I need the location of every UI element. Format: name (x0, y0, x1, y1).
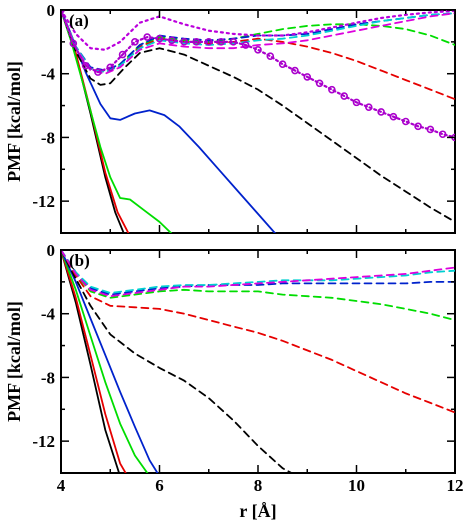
series-group-a (61, 10, 455, 233)
y-tick-label-b--4: -4 (41, 305, 56, 324)
panel-label-b: (b) (69, 251, 90, 270)
y-tick-label-b--8: -8 (41, 368, 55, 387)
series-marker-a-11-12 (204, 38, 213, 46)
series-marker-a-11-2 (81, 61, 90, 70)
panel-b: 4 6 8 10 12 0 -4 -8 -12 (b) PMF [kcal/mol] r [Å] (4, 241, 464, 521)
series-marker-a-11-26 (377, 108, 385, 116)
y-tick-label-b--12: -12 (32, 432, 55, 451)
series-marker-a-11-27 (389, 112, 398, 121)
y-axis-title-b: PMF [kcal/mol] (4, 301, 24, 422)
series-marker-a-11-11 (192, 38, 201, 46)
x-tick-label-b-10: 10 (348, 476, 365, 495)
series-marker-a-11-28 (401, 117, 410, 126)
y-axis-title-a: PMF [kcal/mol] (4, 61, 24, 182)
series-marker-a-11-9 (168, 36, 176, 45)
series-line-a-5 (61, 10, 455, 101)
x-axis-title: r [Å] (239, 501, 276, 521)
series-line-a-3 (61, 10, 277, 233)
y-tick-label-a--4: -4 (41, 65, 56, 84)
series-line-b-5 (61, 250, 455, 414)
series-marker-a-11-14 (229, 38, 238, 46)
series-marker-a-11-30 (426, 125, 435, 134)
ticks-group-a: 0 -4 -8 -12 (32, 1, 456, 234)
series-marker-a-11-25 (365, 103, 373, 111)
series-marker-a-11-31 (438, 130, 447, 139)
panel-label-a: (a) (69, 11, 89, 30)
series-line-a-8 (61, 10, 455, 73)
series-marker-a-11-3 (94, 68, 102, 76)
x-tick-label-b-8: 8 (254, 476, 263, 495)
y-tick-label-a-0: 0 (47, 1, 56, 20)
ticks-group-b: 4 6 8 10 12 0 -4 -8 -12 (32, 241, 463, 495)
series-marker-a-11-19 (291, 66, 299, 75)
series-marker-a-11-1 (69, 39, 78, 48)
series-marker-a-11-17 (266, 52, 275, 60)
series-line-a-10 (61, 10, 455, 51)
series-line-b-4 (61, 250, 294, 473)
series-marker-a-11-20 (303, 73, 312, 81)
series-marker-a-11-16 (254, 46, 262, 54)
series-line-b-8 (61, 250, 455, 294)
panel-a: 0 -4 -8 -12 (a) PMF [kcal/mol] (4, 1, 456, 234)
series-marker-a-11-5 (118, 50, 127, 59)
series-marker-a-11-6 (131, 38, 139, 46)
y-tick-label-a--12: -12 (32, 192, 55, 211)
series-marker-a-11-7 (143, 33, 151, 41)
y-tick-label-a--8: -8 (41, 128, 55, 147)
y-tick-label-b-0: 0 (47, 241, 56, 260)
series-line-b-3 (61, 250, 159, 473)
series-marker-a-11-10 (180, 38, 188, 46)
series-marker-a-11-18 (278, 60, 287, 68)
series-line-a-11 (61, 10, 455, 139)
series-marker-a-11-23 (340, 92, 348, 100)
x-tick-label-b-4: 4 (57, 476, 66, 495)
series-marker-a-11-24 (352, 98, 361, 107)
series-line-b-6 (61, 250, 455, 322)
x-tick-label-b-12: 12 (447, 476, 464, 495)
series-marker-a-11-4 (106, 63, 115, 72)
series-line-b-0 (61, 250, 121, 473)
series-line-b-9 (61, 250, 455, 298)
series-line-a-2 (61, 10, 173, 233)
series-line-b-2 (61, 250, 149, 473)
series-line-a-4 (61, 10, 455, 223)
series-marker-a-11-29 (414, 122, 422, 131)
series-marker-a-11-21 (315, 79, 324, 88)
series-line-a-9 (61, 10, 455, 75)
series-group-b (61, 250, 455, 473)
series-marker-a-11-13 (217, 38, 225, 46)
series-line-b-1 (61, 250, 127, 473)
series-marker-a-11-8 (155, 34, 164, 43)
plot-frame-a (60, 9, 456, 234)
series-marker-a-11-22 (328, 85, 336, 94)
series-marker-a-11-15 (241, 41, 250, 49)
x-tick-label-b-6: 6 (155, 476, 164, 495)
